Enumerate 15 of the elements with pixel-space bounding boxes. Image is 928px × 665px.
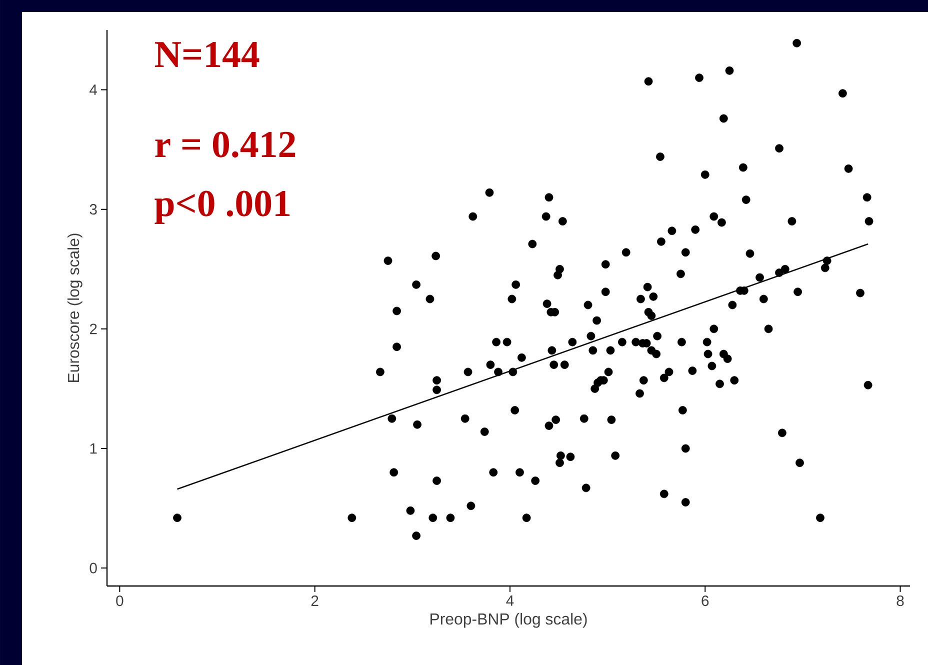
annotation: p<0 .001 xyxy=(154,190,290,224)
x-tick-label: 0 xyxy=(116,596,124,606)
x-tick-label: 6 xyxy=(702,596,709,606)
x-tick-label: 4 xyxy=(506,596,514,606)
y-tick-label: 0 xyxy=(90,562,97,574)
y-tick-label: 3 xyxy=(90,204,97,215)
y-tick-label: 2 xyxy=(90,324,97,334)
annotation: N=144 xyxy=(154,42,260,67)
x-tick-label: 2 xyxy=(311,596,318,606)
annotation: r = 0.412 xyxy=(155,132,296,158)
y-axis-title: Euroscore (log scale) xyxy=(67,234,82,382)
y-tick-label: 1 xyxy=(90,443,97,454)
x-axis-title: Preop-BNP (log scale) xyxy=(430,612,587,628)
x-tick-label: 8 xyxy=(896,596,904,606)
y-tick-label: 4 xyxy=(90,84,98,95)
